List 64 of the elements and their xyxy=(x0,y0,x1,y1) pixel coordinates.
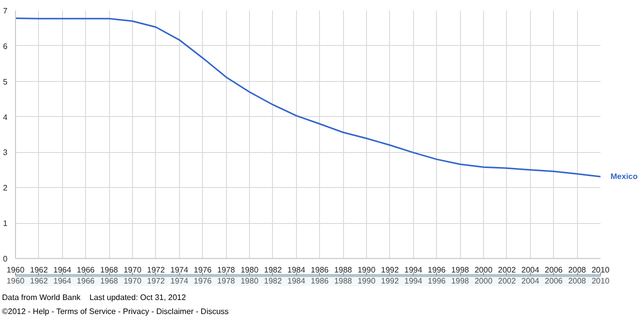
x-tick-label: 1962 xyxy=(30,266,48,274)
x-tick-label: 1974 xyxy=(170,266,189,274)
x-tick-label: 1988 xyxy=(334,266,353,274)
x2-tick-label: 2010 xyxy=(592,276,610,286)
x-tick-label: 1972 xyxy=(147,266,166,274)
x-tick-label: 1994 xyxy=(404,266,423,274)
x-tick-label: 1990 xyxy=(358,266,376,274)
x2-tick-label: 1962 xyxy=(30,276,48,286)
x-tick-label: 1960 xyxy=(6,266,25,274)
x-tick-label: 1980 xyxy=(240,266,259,274)
x2-tick-label: 1994 xyxy=(404,276,423,286)
x2-tick-label: 1986 xyxy=(310,276,330,286)
x-tick-label: 1984 xyxy=(287,266,306,274)
y-tick-label: 3 xyxy=(3,148,8,158)
x-tick-label: 2006 xyxy=(544,266,564,274)
x2-tick-label: 1966 xyxy=(76,276,96,286)
x2-tick-label: 2000 xyxy=(474,276,493,286)
x-tick-label: 1998 xyxy=(451,266,470,274)
x-tick-label: 2004 xyxy=(521,266,540,274)
x2-tick-label: 2002 xyxy=(498,276,516,286)
x2-tick-label: 1974 xyxy=(170,276,189,286)
x2-tick-label: 1964 xyxy=(53,276,72,286)
x-tick-label: 1966 xyxy=(76,266,96,274)
y-tick-label: 1 xyxy=(3,219,8,228)
line-series xyxy=(16,18,600,178)
x2-tick-label: 2004 xyxy=(521,276,540,286)
x2-tick-label: 1980 xyxy=(240,276,259,286)
x2-tick-label: 1992 xyxy=(381,276,400,286)
text: Data from World Bank Last updated: Oct 31, 2012 xyxy=(2,293,186,302)
x-tick-label: 2010 xyxy=(592,266,610,274)
series-label: Mexico xyxy=(610,172,638,182)
y-tick-label: 2 xyxy=(3,184,8,193)
x-tick-label: 2000 xyxy=(474,266,493,274)
x-tick-label: 2002 xyxy=(498,266,516,274)
x-tick-label: 1968 xyxy=(100,266,119,274)
x-tick-label: 1978 xyxy=(217,266,236,274)
x-tick-label: 1986 xyxy=(310,266,330,274)
y-tick-label: 6 xyxy=(3,42,8,51)
y-tick-label: 7 xyxy=(3,6,8,16)
x2-tick-label: 1972 xyxy=(147,276,166,286)
x-tick-label: 1970 xyxy=(124,266,142,274)
y-tick-label: 0 xyxy=(3,254,8,264)
x2-tick-label: 1970 xyxy=(124,276,142,286)
y-tick-label: 5 xyxy=(3,77,8,86)
x2-tick-label: 1976 xyxy=(194,276,212,286)
x2-tick-label: 1998 xyxy=(451,276,470,286)
x2-tick-label: 2008 xyxy=(568,276,587,286)
x2-tick-label: 1982 xyxy=(264,276,282,286)
x-tick-label: 2008 xyxy=(568,266,587,274)
x2-tick-label: 1968 xyxy=(100,276,119,286)
x2-tick-label: 2006 xyxy=(544,276,564,286)
x-tick-label: 1992 xyxy=(381,266,400,274)
x2-tick-label: 1996 xyxy=(428,276,446,286)
x2-tick-label: 1960 xyxy=(6,276,25,286)
x-tick-label: 1982 xyxy=(264,266,282,274)
x2-tick-label: 1990 xyxy=(358,276,376,286)
text: ©2012 - Help - Terms of Service - Privacy - Disclaimer - Discuss xyxy=(2,307,229,316)
x-tick-label: 1976 xyxy=(194,266,212,274)
y-tick-label: 4 xyxy=(3,112,8,122)
x-tick-label: 1996 xyxy=(428,266,446,274)
x2-tick-label: 1978 xyxy=(217,276,236,286)
x2-tick-label: 1988 xyxy=(334,276,353,286)
x2-tick-label: 1984 xyxy=(287,276,306,286)
x-tick-label: 1964 xyxy=(53,266,72,274)
